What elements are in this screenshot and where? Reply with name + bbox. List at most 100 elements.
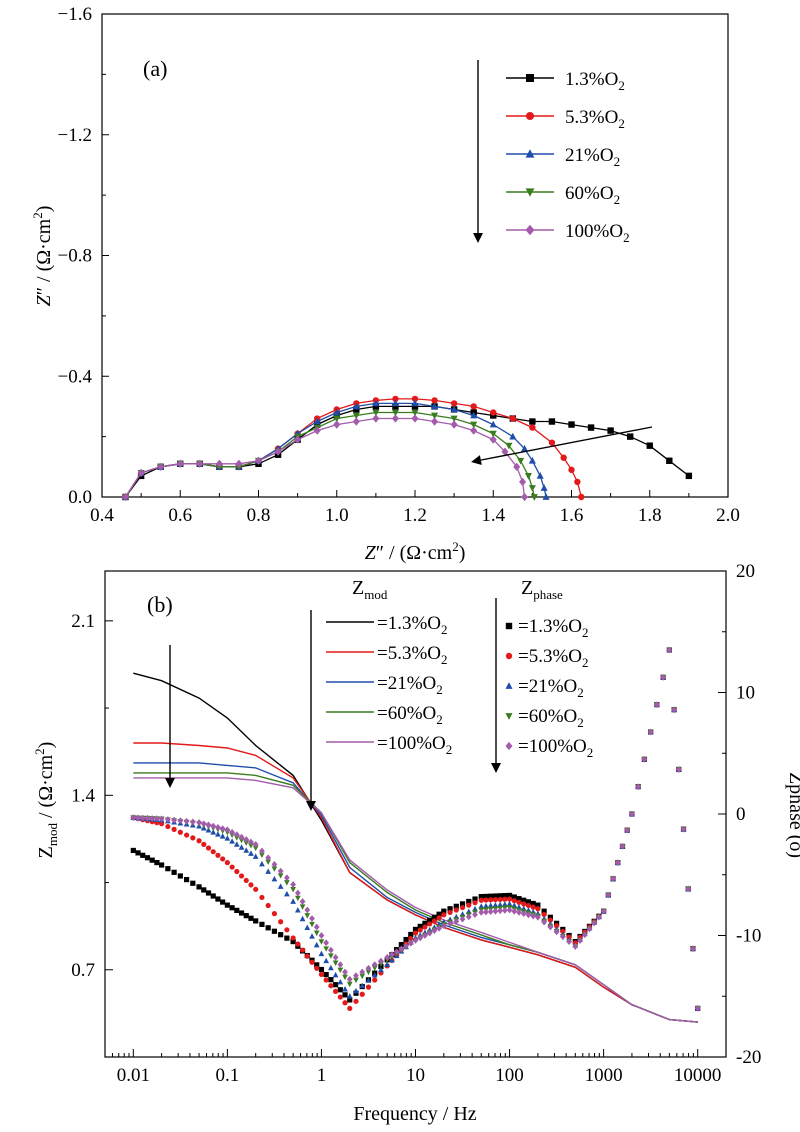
- zphase-point-100: [337, 961, 344, 969]
- zphase-point-5.3: [511, 898, 517, 904]
- zphase-point-100: [371, 961, 378, 969]
- zphase-point-100: [472, 911, 478, 919]
- zphase-point-5.3: [447, 909, 453, 916]
- nyquist-point-21: [411, 399, 419, 407]
- zphase-point-100: [629, 810, 635, 818]
- nyquist-point-1.3: [353, 406, 360, 413]
- zphase-point-1.3: [238, 910, 245, 916]
- nyquist-point-1.3: [372, 403, 380, 410]
- zphase-point-21: [224, 835, 231, 841]
- zphase-point-100: [501, 907, 508, 914]
- zphase-point-21: [277, 883, 284, 889]
- zphase-point-100: [407, 939, 414, 947]
- legend-label-zphase-5.3: =5.3%O2: [518, 646, 589, 670]
- y-tick-label-b-right: -20: [736, 1047, 761, 1068]
- zphase-point-1.3: [248, 915, 254, 921]
- zphase-point-100: [577, 937, 583, 944]
- y-tick-label-b-left: 1.4: [71, 785, 95, 806]
- legend-marker-a-21: [525, 149, 535, 158]
- zphase-point-100: [243, 836, 250, 843]
- zphase-point-21: [332, 971, 339, 978]
- nyquist-point-5.3: [431, 397, 438, 404]
- zphase-point-100: [553, 928, 560, 936]
- zphase-point-60: [371, 965, 378, 972]
- nyquist-panel: 0.4 0.6 0.8 1.0 1.2 1.4 1.6 1.8 2.0 0.0 −0.4 −0.8 −…: [30, 4, 740, 564]
- zphase-point-1.3: [259, 921, 265, 927]
- nyquist-point-1.3: [548, 418, 556, 425]
- legend-label-a-21: 21%O2: [565, 145, 620, 169]
- zphase-point-1.3: [243, 913, 249, 919]
- legend-marker-b-21: [505, 682, 513, 689]
- nyquist-point-100: [352, 417, 360, 426]
- zphase-point-5.3: [220, 856, 226, 862]
- zphase-point-5.3: [318, 971, 325, 977]
- zphase-point-5.3: [547, 917, 553, 923]
- zphase-point-100: [624, 826, 631, 834]
- zphase-point-21: [478, 903, 485, 909]
- zphase-point-5.3: [347, 1005, 353, 1012]
- zphase-point-100: [196, 819, 202, 826]
- nyquist-point-1.3: [529, 418, 536, 425]
- zphase-point-5.3: [323, 977, 329, 983]
- zphase-point-100: [591, 919, 598, 927]
- zphase-point-100: [690, 945, 696, 953]
- zmod-line-5.3: [133, 742, 698, 1023]
- zphase-point-1.3: [530, 900, 536, 907]
- zphase-point-100: [393, 948, 400, 956]
- zphase-point-21: [259, 860, 265, 867]
- nyquist-point-60: [450, 415, 458, 423]
- nyquist-point-100: [196, 459, 204, 468]
- nyquist-point-100: [313, 426, 321, 435]
- zphase-point-100: [165, 816, 171, 823]
- zphase-point-21: [243, 847, 250, 853]
- zphase-point-1.3: [323, 971, 329, 978]
- zphase-point-100: [219, 825, 226, 832]
- zphase-point-1.3: [196, 884, 202, 890]
- nyquist-point-60: [411, 409, 419, 417]
- zphase-point-100: [210, 822, 217, 830]
- panel-a-label: (a): [143, 56, 167, 81]
- zphase-point-21: [271, 875, 278, 882]
- zphase-point-100: [483, 908, 489, 916]
- legend-marker-a-100: [525, 224, 535, 236]
- zphase-point-60: [365, 969, 372, 976]
- zphase-point-1.3: [265, 925, 271, 931]
- zphase-point-1.3: [332, 982, 339, 988]
- zphase-point-1.3: [144, 855, 151, 861]
- zphase-point-21: [210, 829, 217, 835]
- zphase-point-5.3: [412, 930, 419, 936]
- nyquist-point-60: [524, 472, 532, 480]
- zphase-point-100: [541, 918, 547, 926]
- nyquist-point-1.3: [411, 403, 419, 410]
- zphase-point-21: [483, 902, 489, 909]
- nyquist-point-5.3: [548, 439, 556, 446]
- zphase-point-21: [299, 915, 306, 922]
- zphase-point-60: [359, 973, 366, 980]
- zphase-point-5.3: [422, 924, 428, 930]
- nyquist-point-21: [540, 484, 548, 491]
- zphase-point-5.3: [314, 965, 320, 971]
- zphase-point-60: [265, 859, 272, 865]
- zphase-point-5.3: [332, 988, 339, 994]
- zphase-point-100: [641, 755, 648, 763]
- zphase-point-100: [403, 942, 409, 950]
- zphase-point-1.3: [234, 907, 240, 913]
- nyquist-point-100: [333, 420, 341, 429]
- zphase-point-100: [271, 861, 278, 868]
- zphase-point-100: [318, 932, 325, 939]
- legend-head-zmod: Zmod: [352, 577, 388, 602]
- nyquist-point-21: [391, 399, 399, 407]
- zphase-point-100: [431, 927, 438, 935]
- x-tick-label-b: 0.01: [117, 1065, 150, 1086]
- zphase-point-1.3: [177, 873, 183, 879]
- zphase-point-21: [337, 978, 344, 985]
- legend-label-zphase-60: =60%O2: [518, 706, 584, 730]
- zphase-point-5.3: [304, 953, 310, 959]
- nyquist-point-5.3: [470, 403, 477, 410]
- zphase-point-60: [290, 886, 296, 893]
- nyquist-point-5.3: [490, 409, 497, 416]
- zphase-point-1.3: [403, 936, 409, 943]
- zphase-point-21: [492, 902, 499, 908]
- zphase-point-100: [417, 934, 424, 942]
- zphase-point-21: [233, 841, 240, 847]
